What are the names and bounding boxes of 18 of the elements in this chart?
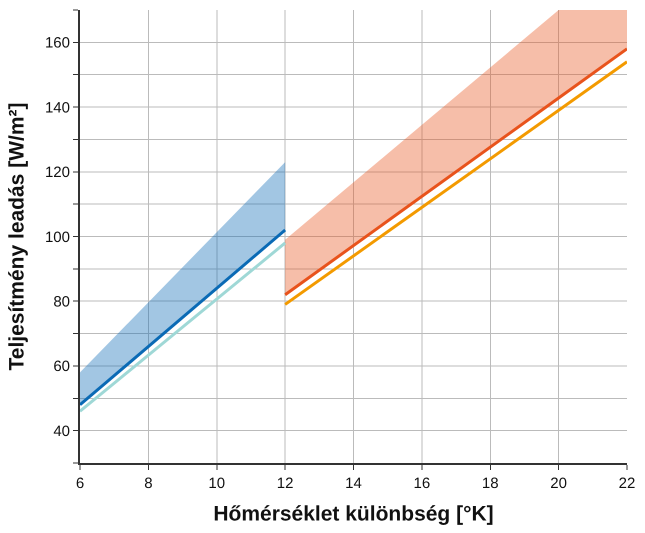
y-tick-label: 120 xyxy=(44,164,70,182)
y-tick-label: 160 xyxy=(44,34,70,52)
x-tick-label: 16 xyxy=(414,475,430,492)
x-tick-label: 18 xyxy=(482,475,499,492)
y-axis-title: Teljesítmény leadás [W/m²] xyxy=(6,102,29,371)
x-tick-label: 14 xyxy=(345,475,362,492)
x-tick-label: 8 xyxy=(144,475,153,492)
y-tick-label: 60 xyxy=(53,358,70,376)
x-tick-label: 22 xyxy=(618,475,636,492)
x-tick-label: 10 xyxy=(208,475,226,492)
y-tick-label: 40 xyxy=(53,422,70,440)
x-axis-title: Hőmérséklet különbség [°K] xyxy=(213,502,494,526)
x-tick-label: 20 xyxy=(550,475,567,492)
y-tick-label: 100 xyxy=(44,228,70,246)
x-tick-label: 6 xyxy=(76,475,84,492)
y-tick-label: 140 xyxy=(44,99,70,116)
y-tick-label: 80 xyxy=(53,293,70,310)
x-tick-label: 12 xyxy=(276,475,294,492)
